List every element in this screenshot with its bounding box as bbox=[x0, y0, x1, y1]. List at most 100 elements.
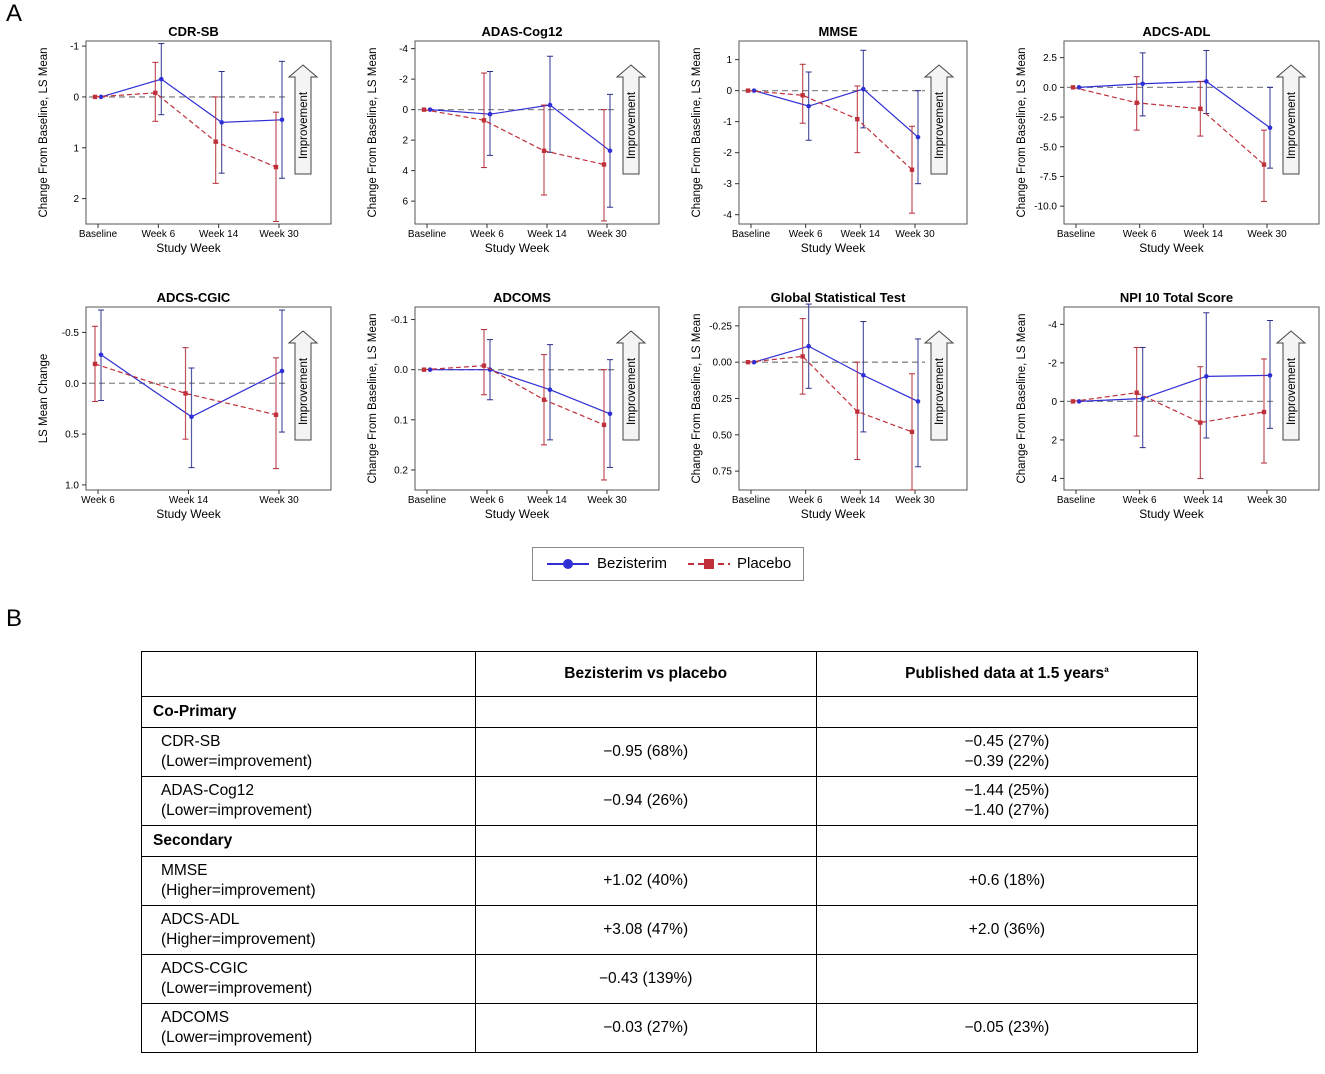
placebo-point bbox=[1070, 85, 1076, 90]
y-tick-label: -2 bbox=[1048, 358, 1057, 369]
x-axis-label: Study Week bbox=[156, 507, 221, 521]
placebo-line bbox=[423, 365, 605, 426]
measure-name: ADCOMS bbox=[161, 1009, 230, 1026]
x-tick-label: Week 14 bbox=[841, 495, 881, 506]
y-tick-label: 6 bbox=[402, 197, 408, 208]
section-title: Co-Primary bbox=[141, 696, 476, 728]
measure-name: ADAS-Cog12 bbox=[161, 782, 255, 799]
bezisterim-point bbox=[607, 411, 613, 417]
placebo-point bbox=[800, 93, 805, 98]
bezisterim-point bbox=[607, 148, 613, 154]
table-row: ADCS-CGIC (Lower=improvement) −0.43 (139%… bbox=[141, 954, 1199, 1004]
y-tick-label: -3 bbox=[723, 179, 732, 190]
improvement-label: Improvement bbox=[626, 91, 638, 159]
published-value-1: −1.44 (25%) bbox=[964, 782, 1050, 799]
y-tick-label: -2.5 bbox=[1040, 113, 1058, 124]
chart-title: NPI 10 Total Score bbox=[1120, 290, 1233, 305]
y-tick-label: 2 bbox=[402, 136, 408, 147]
y-tick-label: 0 bbox=[726, 86, 732, 97]
placebo-point bbox=[909, 167, 915, 172]
bezisterim-point bbox=[189, 414, 194, 420]
chart-1: ADAS-Cog12 -4 -2 0 2 4 6 Baseline Week 6 Week 14 W… bbox=[367, 24, 660, 255]
published-value: +2.0 (36%) bbox=[815, 905, 1199, 955]
bezisterim-line bbox=[1078, 80, 1271, 129]
y-tick-label: 0 bbox=[73, 92, 79, 103]
published-value bbox=[815, 954, 1199, 1004]
placebo-point bbox=[481, 363, 487, 368]
bezisterim-line bbox=[430, 369, 611, 415]
improvement-label: Improvement bbox=[934, 91, 946, 159]
x-tick-label: Week 14 bbox=[527, 229, 567, 240]
placebo-point bbox=[541, 148, 547, 153]
chart-5: ADCOMS -0.1 0.0 0.1 0.2 Baseline Week 6 Week 14… bbox=[367, 290, 660, 521]
bezisterim-point bbox=[487, 111, 493, 117]
improvement-arrow bbox=[1275, 330, 1307, 441]
x-tick-label: Week 14 bbox=[1184, 229, 1224, 240]
bezisterim-point bbox=[806, 103, 811, 109]
bezisterim-point bbox=[547, 102, 553, 108]
chart-3: ADCS-ADL -10.0 -7.5 -5.0 -2.5 0.0 2.5 Baseline W… bbox=[1016, 24, 1320, 255]
improvement-label: Improvement bbox=[626, 357, 638, 425]
bezisterim-point bbox=[159, 76, 164, 82]
bezisterim-point bbox=[279, 117, 285, 123]
x-tick-label: Week 14 bbox=[1184, 495, 1224, 506]
x-tick-label: Week 6 bbox=[1123, 229, 1157, 240]
measure-name: MMSE bbox=[161, 862, 208, 879]
bezisterim-point bbox=[751, 359, 757, 365]
bezisterim-point bbox=[861, 86, 866, 92]
y-tick-label: 4 bbox=[402, 166, 408, 177]
x-tick-label: Baseline bbox=[408, 495, 447, 506]
chart-0: CDR-SB -1 0 1 2 Baseline Week 6 Week 14 Week 30 S… bbox=[38, 24, 332, 255]
bezisterim-value: +3.08 (47%) bbox=[474, 905, 817, 955]
measure-cell: MMSE (Higher=improvement) bbox=[141, 856, 476, 906]
y-tick-label: 0.25 bbox=[713, 394, 733, 405]
x-tick-label: Week 14 bbox=[841, 229, 881, 240]
y-tick-label: 0.0 bbox=[65, 379, 79, 390]
measure-cell: ADAS-Cog12 (Lower=improvement) bbox=[141, 776, 476, 826]
table-row: ADAS-Cog12 (Lower=improvement) −0.94 (26%… bbox=[141, 776, 1199, 826]
x-tick-label: Week 30 bbox=[259, 229, 299, 240]
placebo-point bbox=[1261, 162, 1267, 167]
x-tick-label: Baseline bbox=[1057, 229, 1096, 240]
chart-title: ADCS-ADL bbox=[1143, 24, 1211, 39]
y-tick-label: 0.2 bbox=[394, 465, 408, 476]
y-axis-label: LS Mean Change bbox=[38, 354, 50, 444]
bezisterim-line bbox=[100, 78, 283, 123]
bezisterim-point bbox=[1204, 79, 1209, 84]
x-tick-label: Week 30 bbox=[587, 495, 627, 506]
x-tick-label: Baseline bbox=[732, 495, 771, 506]
y-tick-label: 2.5 bbox=[1043, 53, 1057, 64]
y-tick-label: 0 bbox=[402, 105, 408, 116]
y-axis-label: Change From Baseline, LS Mean bbox=[38, 47, 50, 217]
bezisterim-point bbox=[427, 367, 433, 372]
x-axis-label: Study Week bbox=[485, 241, 550, 255]
bezisterim-point bbox=[861, 372, 866, 378]
published-value-2: −0.39 (22%) bbox=[964, 753, 1050, 770]
plot-frame bbox=[85, 40, 332, 225]
bezisterim-line bbox=[429, 104, 611, 152]
bezisterim-point bbox=[279, 368, 285, 374]
legend-bezisterim-label: Bezisterim bbox=[597, 555, 668, 572]
bezisterim-point bbox=[547, 387, 553, 393]
plot-frame bbox=[1063, 306, 1320, 491]
improvement-arrow bbox=[615, 330, 647, 441]
x-tick-label: Week 30 bbox=[259, 495, 299, 506]
plot-frame bbox=[738, 40, 968, 225]
y-tick-label: -2 bbox=[723, 148, 732, 159]
placebo-point bbox=[1261, 409, 1267, 415]
x-tick-label: Week 6 bbox=[789, 229, 823, 240]
y-axis-label: Change From Baseline, LS Mean bbox=[691, 47, 703, 217]
y-tick-label: -4 bbox=[399, 44, 408, 55]
placebo-point bbox=[481, 118, 487, 123]
y-tick-label: -10.0 bbox=[1034, 202, 1057, 213]
x-tick-label: Week 6 bbox=[470, 495, 504, 506]
measure-cell: CDR-SB (Lower=improvement) bbox=[141, 727, 476, 777]
bezisterim-point bbox=[915, 134, 921, 140]
placebo-point bbox=[153, 90, 158, 96]
table-header-published: Published data at 1.5 yearsa bbox=[815, 651, 1199, 697]
chart-title: Global Statistical Test bbox=[771, 290, 907, 305]
y-tick-label: 0.0 bbox=[394, 365, 408, 376]
placebo-point bbox=[909, 429, 915, 435]
y-tick-label: 0.1 bbox=[394, 415, 408, 426]
y-tick-label: 0.0 bbox=[1043, 83, 1057, 94]
